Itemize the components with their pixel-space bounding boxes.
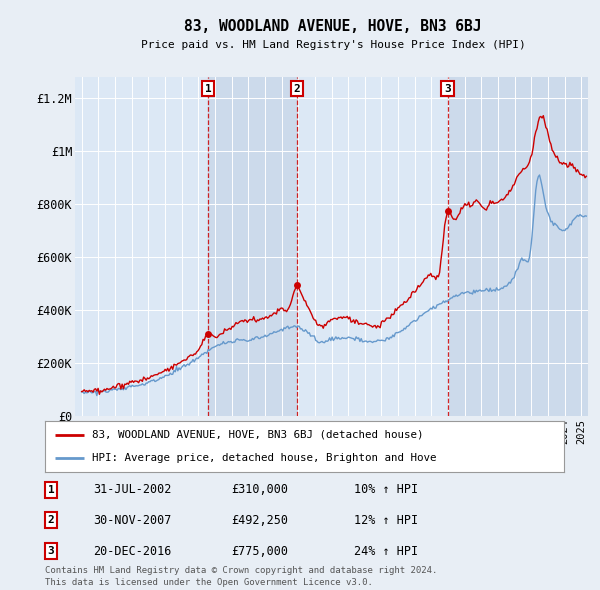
Text: 1: 1 [47,485,55,494]
Text: 2: 2 [47,516,55,525]
Text: £775,000: £775,000 [231,545,288,558]
Text: Contains HM Land Registry data © Crown copyright and database right 2024.: Contains HM Land Registry data © Crown c… [45,566,437,575]
Text: 2: 2 [293,84,300,94]
Text: 1: 1 [205,84,211,94]
Text: £310,000: £310,000 [231,483,288,496]
Bar [208,77,297,416]
Text: £492,250: £492,250 [231,514,288,527]
Text: 12% ↑ HPI: 12% ↑ HPI [354,514,418,527]
Text: 20-DEC-2016: 20-DEC-2016 [93,545,172,558]
Bar [448,77,588,416]
Text: 31-JUL-2002: 31-JUL-2002 [93,483,172,496]
Text: Price paid vs. HM Land Registry's House Price Index (HPI): Price paid vs. HM Land Registry's House … [140,40,526,50]
Text: 24% ↑ HPI: 24% ↑ HPI [354,545,418,558]
Text: 10% ↑ HPI: 10% ↑ HPI [354,483,418,496]
Text: 83, WOODLAND AVENUE, HOVE, BN3 6BJ: 83, WOODLAND AVENUE, HOVE, BN3 6BJ [184,19,482,34]
Text: This data is licensed under the Open Government Licence v3.0.: This data is licensed under the Open Gov… [45,578,373,588]
Text: 30-NOV-2007: 30-NOV-2007 [93,514,172,527]
Text: HPI: Average price, detached house, Brighton and Hove: HPI: Average price, detached house, Brig… [92,453,436,463]
Text: 3: 3 [444,84,451,94]
Text: 83, WOODLAND AVENUE, HOVE, BN3 6BJ (detached house): 83, WOODLAND AVENUE, HOVE, BN3 6BJ (deta… [92,430,423,440]
Text: 3: 3 [47,546,55,556]
